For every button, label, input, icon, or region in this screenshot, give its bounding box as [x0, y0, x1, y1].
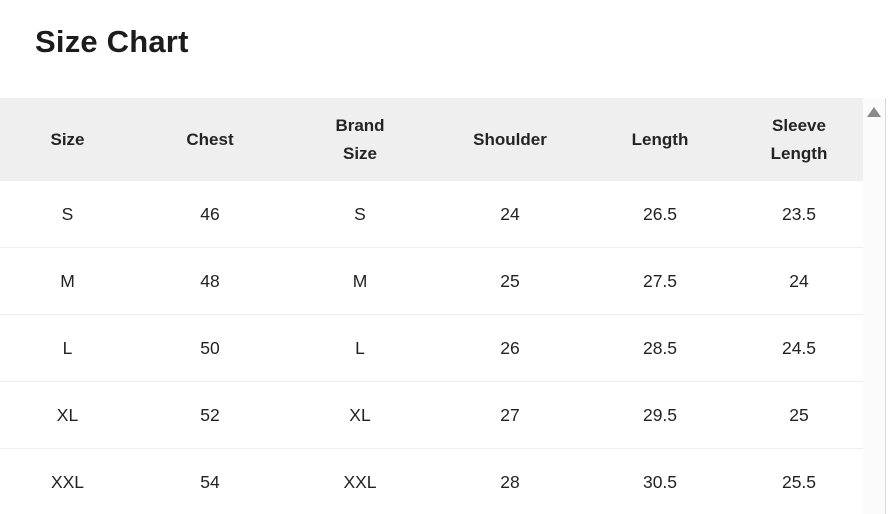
vertical-scrollbar[interactable]	[863, 98, 885, 514]
cell: L	[0, 314, 135, 382]
column-header-label: Sleeve Length	[770, 115, 828, 163]
cell: 24	[735, 247, 863, 315]
cell: 28	[435, 448, 585, 514]
cell: 27	[435, 381, 585, 449]
column-header: Brand Size	[285, 98, 435, 181]
cell: S	[285, 181, 435, 248]
cell: 50	[135, 314, 285, 382]
page-title: Size Chart	[35, 24, 189, 59]
column-header: Chest	[135, 98, 285, 181]
cell: 46	[135, 181, 285, 248]
column-header-label: Shoulder	[473, 129, 547, 149]
cell: 28.5	[585, 314, 735, 382]
cell: 24	[435, 181, 585, 248]
cell: 25	[735, 381, 863, 449]
table-row: XL 52 XL 27 29.5 25	[0, 381, 863, 449]
cell: XXL	[285, 448, 435, 514]
cell: XL	[0, 381, 135, 449]
scroll-up-button[interactable]	[863, 100, 885, 124]
cell: 26.5	[585, 181, 735, 248]
cell: 25.5	[735, 448, 863, 514]
cell: XXL	[0, 448, 135, 514]
size-chart-table-container: Size Chest Brand Size Shoulder Length Sleeve …	[0, 98, 886, 514]
column-header-label: Length	[631, 129, 689, 149]
column-header-label: Brand Size	[335, 115, 385, 163]
size-chart-table: Size Chest Brand Size Shoulder Length Sleeve …	[0, 98, 863, 514]
cell: M	[285, 247, 435, 315]
cell: 26	[435, 314, 585, 382]
cell: M	[0, 247, 135, 315]
cell: 25	[435, 247, 585, 315]
table-row: L 50 L 26 28.5 24.5	[0, 314, 863, 382]
cell: 27.5	[585, 247, 735, 315]
cell: 24.5	[735, 314, 863, 382]
table-body: S 46 S 24 26.5 23.5 M 48 M 25 27.5 24 L 50 L 26 28.5 24.5…	[0, 181, 863, 514]
table-row: M 48 M 25 27.5 24	[0, 247, 863, 315]
column-header-label: Chest	[186, 129, 234, 149]
column-header-label: Size	[50, 129, 85, 149]
column-header: Sleeve Length	[735, 98, 863, 181]
cell: 48	[135, 247, 285, 315]
table-row: S 46 S 24 26.5 23.5	[0, 181, 863, 248]
cell: 54	[135, 448, 285, 514]
column-header: Shoulder	[435, 98, 585, 181]
cell: 30.5	[585, 448, 735, 514]
column-header: Size	[0, 98, 135, 181]
cell: 23.5	[735, 181, 863, 248]
column-header: Length	[585, 98, 735, 181]
cell: 29.5	[585, 381, 735, 449]
cell: S	[0, 181, 135, 248]
triangle-up-icon	[867, 107, 881, 117]
cell: XL	[285, 381, 435, 449]
cell: 52	[135, 381, 285, 449]
table-row: XXL 54 XXL 28 30.5 25.5	[0, 448, 863, 514]
header-row: Size Chest Brand Size Shoulder Length Sleeve …	[0, 98, 863, 181]
cell: L	[285, 314, 435, 382]
